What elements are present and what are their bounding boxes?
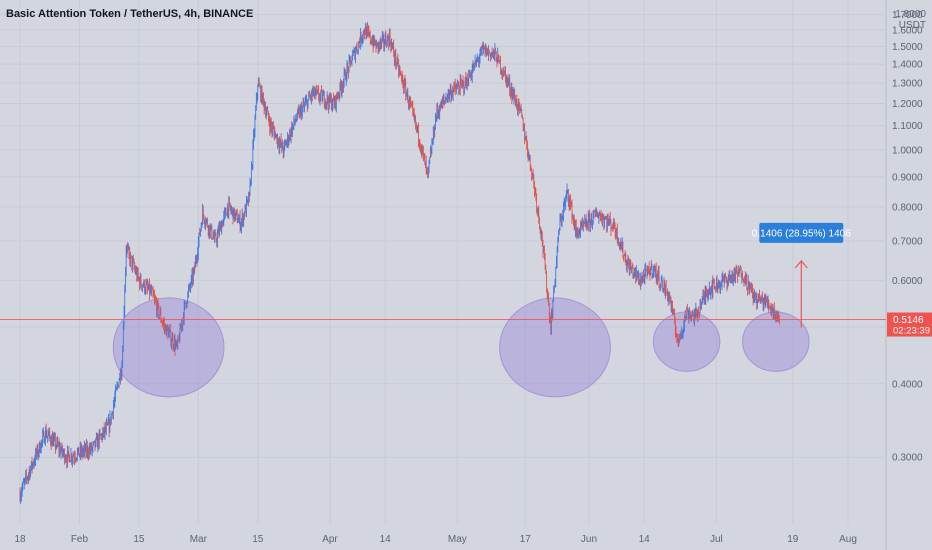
x-tick-label: 15 [133,534,145,545]
x-tick-label: Feb [71,534,89,545]
chart-title: Basic Attention Token / TetherUS, 4h, BI… [6,8,254,20]
highlight-circle [652,311,721,372]
x-tick-label: 19 [787,534,799,545]
y-tick-label: 1.4000 [892,60,923,71]
price-axis-top-label: 1.8000 [895,9,926,20]
x-tick-label: 17 [520,534,532,545]
x-tick-label: Mar [190,534,208,545]
last-price-label: 0.5146 [893,315,924,326]
y-tick-label: 1.1000 [892,121,923,132]
measure-tool[interactable]: 0.1406 (28.95%) 1406 [752,222,851,328]
measure-label: 0.1406 (28.95%) 1406 [752,228,851,239]
x-tick-label: Aug [839,534,857,545]
countdown-label: 02:23:39 [893,326,930,337]
x-tick-label: Apr [322,534,338,545]
y-tick-label: 1.0000 [892,145,923,156]
y-tick-label: 1.2000 [892,99,923,110]
y-tick-label: 1.3000 [892,79,923,90]
x-tick-label: May [448,534,467,545]
x-tick-label: Jun [581,534,597,545]
y-tick-label: 1.7000 [892,10,923,21]
highlight-circle [112,297,225,398]
highlight-zones [112,297,810,398]
price-axis-unit: 1.8000 USDT [894,9,926,31]
y-tick-label: 1.5000 [892,42,923,53]
highlight-circle [499,297,611,398]
x-tick-label: Jul [710,534,723,545]
measure-label-bg [759,222,844,243]
candlestick-series [19,21,780,504]
x-tick-label: 14 [639,534,651,545]
unit-label: USDT [898,20,926,31]
y-tick-label: 1.6000 [892,26,923,37]
x-tick-label: 18 [14,534,26,545]
measure-arrow-head [794,259,808,269]
y-tick-label: 0.3000 [892,453,923,464]
y-tick-label: 0.9000 [892,172,923,183]
last-price-badge-bg [887,312,932,337]
x-tick-label: 14 [380,534,392,545]
y-tick-label: 0.4000 [892,379,923,390]
x-tick-label: 15 [252,534,264,545]
y-tick-label: 0.7000 [892,236,923,247]
y-tick-label: 0.6000 [892,276,923,287]
x-axis-labels: 18 Feb 15 Mar 15 Apr 14 May 17 Jun 14 Jul 19 Aug [14,534,856,545]
y-tick-label: 0.8000 [892,202,923,213]
